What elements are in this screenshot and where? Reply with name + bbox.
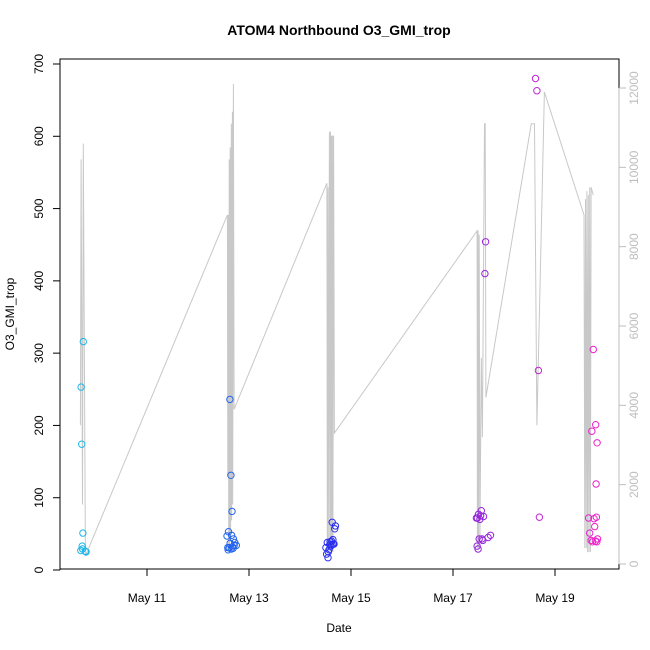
data-point — [82, 548, 90, 556]
data-point — [227, 531, 236, 539]
y2-axis: 0 2000 4000 6000 8000 10000 12000 — [618, 71, 641, 567]
y2-tick-label: 2000 — [627, 471, 641, 498]
data-point — [486, 531, 495, 539]
data-point — [78, 542, 86, 550]
data-point — [230, 541, 238, 550]
data-point — [329, 535, 337, 544]
x-tick-label: May 17 — [433, 591, 473, 605]
y-tick-label: 100 — [32, 487, 46, 507]
data-point — [593, 535, 602, 543]
data-point — [324, 554, 332, 562]
data-point — [593, 538, 601, 546]
y2-tick-label: 10000 — [627, 150, 641, 184]
y2-tick-label: 8000 — [627, 233, 641, 260]
x-tick-label: May 11 — [128, 591, 167, 605]
x-tick-label: May 13 — [229, 591, 269, 605]
y-tick-label: 0 — [32, 566, 46, 573]
data-point — [232, 541, 241, 550]
data-point — [481, 238, 490, 246]
data-point — [331, 525, 339, 533]
chart-title: ATOM4 Northbound O3_GMI_trop — [227, 22, 450, 38]
data-point — [592, 513, 601, 521]
data-point — [589, 345, 597, 354]
y-tick-label: 700 — [32, 54, 46, 74]
plot-frame — [59, 58, 620, 570]
data-point — [223, 532, 231, 540]
y-axis: 0 100 200 300 400 500 600 700 — [32, 54, 61, 573]
data-point — [81, 547, 90, 555]
data-point — [78, 440, 86, 448]
data-point — [226, 395, 234, 404]
y-tick-label: 300 — [32, 343, 46, 363]
data-point — [330, 540, 338, 548]
data-point — [481, 269, 489, 278]
data-point — [79, 337, 88, 346]
altitude-line — [79, 83, 594, 557]
data-point — [586, 529, 594, 537]
data-point — [533, 87, 541, 95]
data-point — [479, 512, 488, 521]
data-point — [531, 74, 540, 83]
y-tick-label: 500 — [32, 198, 46, 218]
data-point — [322, 550, 331, 558]
data-point — [77, 383, 85, 391]
data-point — [228, 507, 236, 516]
plot-area — [77, 74, 602, 562]
x-tick-label: May 15 — [331, 591, 371, 605]
data-point — [79, 529, 87, 537]
y-tick-label: 600 — [32, 126, 46, 146]
altitude-line-layer — [79, 83, 594, 557]
points-layer — [77, 74, 602, 562]
data-point — [588, 427, 596, 435]
data-point — [476, 512, 485, 520]
data-point — [593, 439, 601, 447]
data-point — [484, 533, 492, 542]
data-point — [225, 543, 233, 552]
y2-tick-label: 4000 — [627, 392, 641, 419]
data-point — [331, 522, 340, 530]
data-point — [77, 546, 85, 555]
y-axis-label: O3_GMI_trop — [3, 277, 17, 350]
data-point — [534, 366, 543, 375]
data-point — [227, 471, 235, 479]
data-point — [535, 513, 544, 521]
y2-tick-label: 0 — [627, 560, 641, 567]
x-axis-label: Date — [326, 621, 352, 635]
data-point — [591, 522, 599, 531]
x-tick-label: May 19 — [535, 591, 575, 605]
x-axis: May 11 May 13 May 15 May 17 May 19 — [128, 568, 575, 605]
data-point — [584, 514, 593, 522]
y-tick-label: 400 — [32, 271, 46, 291]
data-point — [592, 421, 600, 429]
data-point — [474, 545, 482, 553]
y2-tick-label: 12000 — [627, 71, 641, 105]
y2-tick-label: 6000 — [627, 312, 641, 339]
data-point — [475, 535, 483, 543]
data-point — [592, 480, 600, 488]
y-tick-label: 200 — [32, 415, 46, 435]
